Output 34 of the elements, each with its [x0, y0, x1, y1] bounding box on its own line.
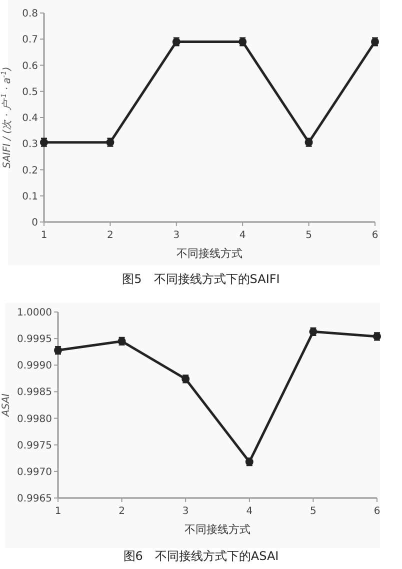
- x-tick-label: 3: [182, 506, 189, 517]
- x-tick-label: 5: [310, 506, 316, 517]
- x-axis-title: 不同接线方式: [184, 523, 250, 536]
- y-tick-label: 0.8: [22, 8, 38, 20]
- y-tick-label: 0: [32, 218, 38, 228]
- y-tick-label: 0.3: [22, 139, 38, 150]
- x-tick-label: 2: [118, 506, 125, 517]
- y-tick-label: 0.9975: [17, 440, 52, 452]
- y-tick-label: 1.0000: [17, 308, 52, 318]
- y-tick-label: 0.9970: [17, 466, 52, 478]
- y-tick-label: 0.5: [22, 86, 38, 98]
- y-tick-label: 0.9995: [17, 334, 52, 346]
- x-tick-label: 3: [173, 230, 180, 241]
- caption: 图5 不同接线方式下的SAIFI: [122, 272, 280, 286]
- y-tick-label: 0.9980: [17, 414, 52, 425]
- x-tick-label: 6: [374, 506, 380, 517]
- y-tick-label: 0.1: [22, 191, 38, 202]
- x-tick-label: 2: [107, 230, 114, 241]
- x-tick-label: 5: [306, 230, 312, 241]
- y-tick-label: 0.6: [22, 60, 38, 72]
- x-tick-label: 1: [40, 230, 48, 241]
- x-tick-label: 4: [239, 230, 246, 241]
- caption: 图6 不同接线方式下的ASAI: [123, 549, 279, 563]
- x-tick-label: 4: [246, 506, 253, 517]
- y-tick-label: 0.4: [22, 113, 38, 124]
- x-tick-label: 6: [372, 230, 378, 241]
- x-tick-label: 1: [54, 506, 62, 517]
- y-tick-label: 0.9985: [17, 387, 52, 398]
- x-axis-title: 不同接线方式: [176, 247, 242, 260]
- y-tick-label: 0.9965: [17, 494, 52, 504]
- y-tick-label: 0.2: [22, 165, 38, 176]
- y-tick-label: 0.9990: [17, 360, 52, 372]
- y-axis-title: ASAI: [1, 393, 12, 418]
- y-tick-label: 0.7: [22, 34, 38, 46]
